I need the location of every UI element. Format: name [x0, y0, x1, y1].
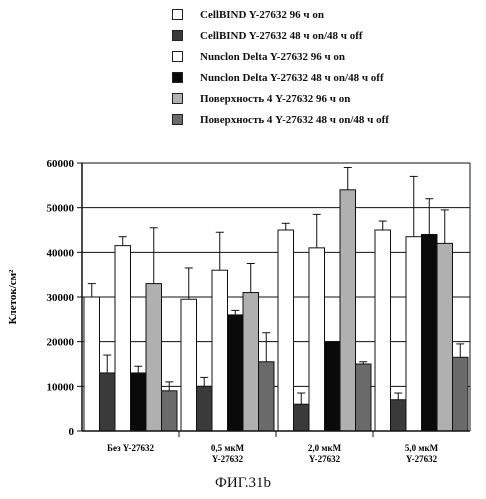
x-tick-label: Y-27632 [309, 454, 341, 464]
legend-item: CellBIND Y-27632 96 ч on [172, 4, 472, 25]
bar [421, 233, 438, 432]
figure-caption: ФИГ.31b [215, 475, 271, 491]
bar [258, 361, 275, 432]
x-tick-label: 0,5 мкМ [211, 443, 245, 453]
bar [211, 269, 228, 432]
legend-item: Поверхность 4 Y-27632 48 ч on/48 ч off [172, 109, 472, 130]
legend-swatch [172, 72, 183, 83]
bar [227, 314, 244, 432]
legend-swatch [172, 9, 183, 20]
y-tick-label: 10000 [47, 381, 75, 393]
x-tick-label: Y-27632 [406, 454, 438, 464]
y-tick-label: 50000 [47, 203, 75, 215]
legend-label: Nunclon Delta Y-27632 96 ч on [200, 50, 346, 63]
bar [180, 298, 197, 432]
bar [355, 363, 372, 432]
bar [308, 247, 325, 432]
y-tick-label: 60000 [47, 158, 75, 170]
legend-swatch [172, 51, 183, 62]
legend-label: CellBIND Y-27632 48 ч on/48 ч off [200, 29, 363, 42]
bar [293, 403, 310, 432]
x-tick-label: Без Y-27632 [107, 443, 154, 453]
bar [161, 390, 178, 432]
x-tick-label: 5,0 мкМ [405, 443, 439, 453]
y-tick-label: 30000 [47, 292, 75, 304]
legend-label: Поверхность 4 Y-27632 48 ч on/48 ч off [200, 113, 389, 126]
bar [405, 236, 422, 432]
bar [339, 189, 356, 432]
legend-item: CellBIND Y-27632 48 ч on/48 ч off [172, 25, 472, 46]
bar-chart: 0 10000 20000 30000 40000 50000 60000 Клеток/см… [7, 158, 471, 464]
legend-label: Nunclon Delta Y-27632 48 ч on/48 ч off [200, 71, 384, 84]
legend: CellBIND Y-27632 96 ч on CellBIND Y-27632… [172, 4, 472, 130]
y-axis-label: Клеток/см² [7, 269, 19, 325]
bar [114, 245, 131, 432]
bar [436, 242, 453, 432]
bar [83, 296, 100, 432]
legend-item: Nunclon Delta Y-27632 96 ч on [172, 46, 472, 67]
x-tick-label: 2,0 мкМ [308, 443, 342, 453]
bar [99, 372, 116, 432]
y-tick-label: 0 [69, 426, 75, 438]
bar [324, 341, 341, 432]
legend-label: Поверхность 4 Y-27632 96 ч on [200, 92, 351, 105]
bar [277, 229, 294, 432]
y-tick-label: 40000 [47, 247, 75, 259]
bar [196, 385, 213, 432]
bar [374, 229, 391, 432]
y-tick-label: 20000 [47, 337, 75, 349]
legend-item: Поверхность 4 Y-27632 96 ч on [172, 88, 472, 109]
bar [145, 283, 162, 432]
legend-swatch [172, 93, 183, 104]
bar [390, 399, 407, 432]
legend-swatch [172, 30, 183, 41]
legend-swatch [172, 114, 183, 125]
x-tick-label: Y-27632 [212, 454, 244, 464]
bar [130, 372, 147, 432]
bar [452, 356, 469, 432]
legend-item: Nunclon Delta Y-27632 48 ч on/48 ч off [172, 67, 472, 88]
legend-label: CellBIND Y-27632 96 ч on [200, 8, 324, 21]
bar [242, 292, 259, 432]
